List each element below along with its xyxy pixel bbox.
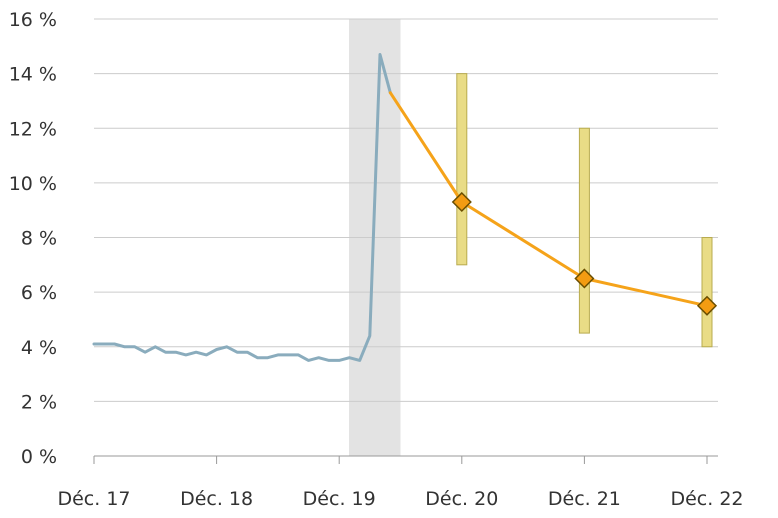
forecast-line	[388, 91, 709, 308]
x-axis	[93, 455, 718, 464]
series-lines	[92, 53, 709, 362]
x-tick-label: Déc. 18	[180, 488, 253, 510]
x-tick-label: Déc. 20	[425, 488, 498, 510]
y-tick-label: 4 %	[21, 337, 57, 359]
y-tick-label: 0 %	[21, 446, 57, 468]
forecast-range-bar	[456, 73, 468, 266]
forecast-point	[574, 268, 595, 289]
forecast-range-bar	[578, 127, 590, 334]
x-tick-label: Déc. 21	[548, 488, 621, 510]
x-tick-labels: Déc. 17 Déc. 18 Déc. 19 Déc. 20 Déc. 21 Déc. …	[57, 488, 743, 510]
y-tick-label: 2 %	[21, 391, 57, 413]
y-tick-label: 16 %	[9, 9, 57, 31]
x-tick-label: Déc. 19	[303, 488, 376, 510]
forecast-ranges	[456, 73, 713, 348]
y-tick-label: 10 %	[9, 173, 57, 195]
y-tick-labels: 0 % 2 % 4 % 6 % 8 % 10 % 12 % 14 % 16 %	[9, 9, 57, 468]
forecast-range-bar	[701, 237, 713, 348]
historical-line	[92, 53, 392, 362]
y-tick-label: 14 %	[9, 64, 57, 86]
y-tick-label: 6 %	[21, 282, 57, 304]
y-tick-label: 8 %	[21, 228, 57, 250]
forecast-point	[696, 295, 718, 316]
series-markers	[451, 191, 718, 316]
x-tick-label: Déc. 22	[670, 488, 743, 510]
gridlines	[94, 18, 718, 402]
x-tick-label: Déc. 17	[57, 488, 130, 510]
y-tick-label: 12 %	[9, 118, 57, 140]
forecast-point	[451, 191, 472, 213]
